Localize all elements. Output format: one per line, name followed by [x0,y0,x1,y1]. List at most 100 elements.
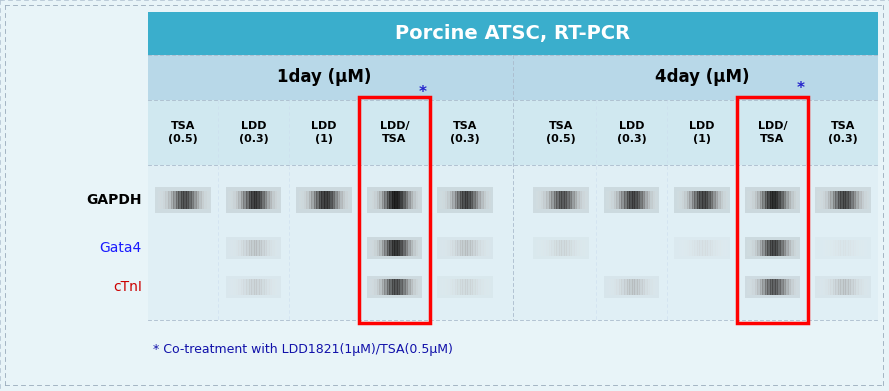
Bar [782,240,786,256]
Bar [156,187,211,213]
Bar [861,279,864,295]
Bar [561,191,565,209]
Bar [770,240,773,256]
Bar [818,240,821,256]
Bar [709,191,713,209]
Bar [148,12,878,55]
Bar [470,279,474,295]
Bar [679,191,683,209]
Bar [462,279,466,295]
Bar [848,191,852,209]
Bar [639,191,643,209]
Bar [322,191,325,209]
Bar [840,191,844,209]
Bar [604,276,660,298]
Bar [444,240,448,256]
Bar [612,191,615,209]
Bar [705,191,708,209]
Bar [410,191,413,209]
Bar [584,191,588,209]
Bar [442,191,445,209]
Bar [163,191,166,209]
Bar [472,240,476,256]
Bar [629,279,633,295]
Bar [261,191,265,209]
Bar [851,240,854,256]
Bar [253,279,257,295]
Bar [407,279,411,295]
Bar [228,240,232,256]
Bar [536,240,540,256]
Text: * Co-treatment with LDD1821(1μM)/TSA(0.5μM): * Co-treatment with LDD1821(1μM)/TSA(0.5… [153,344,453,357]
Bar [442,240,445,256]
Bar [747,191,750,209]
Bar [392,191,396,209]
Bar [332,191,335,209]
Bar [251,191,254,209]
Bar [579,191,582,209]
Bar [465,240,469,256]
Bar [828,240,831,256]
Bar [251,279,254,295]
Text: TSA
(0.3): TSA (0.3) [450,121,480,144]
Bar [447,240,451,256]
Bar [436,187,493,213]
Bar [835,279,838,295]
Bar [631,191,635,209]
Bar [256,240,260,256]
Bar [410,279,413,295]
Bar [457,191,461,209]
Bar [301,191,305,209]
Bar [619,279,622,295]
Bar [855,240,859,256]
Bar [395,191,398,209]
Bar [780,191,783,209]
Bar [374,279,378,295]
Bar [725,240,728,256]
Bar [148,165,878,320]
Bar [204,191,207,209]
Bar [815,237,870,259]
Bar [604,187,660,213]
Bar [404,279,408,295]
Bar [249,240,252,256]
Bar [372,240,375,256]
Bar [775,191,779,209]
Bar [261,240,265,256]
Bar [634,279,637,295]
Bar [858,279,861,295]
Bar [770,279,773,295]
Bar [614,191,617,209]
Bar [396,240,400,256]
Bar [795,279,798,295]
Bar [396,191,400,209]
Bar [168,191,172,209]
Bar [654,191,658,209]
Bar [402,279,405,295]
Bar [840,279,844,295]
Bar [299,191,302,209]
Bar [619,191,622,209]
Bar [241,240,244,256]
Bar [228,191,232,209]
Bar [267,240,269,256]
Bar [790,279,794,295]
Bar [314,191,317,209]
Text: LDD/
TSA: LDD/ TSA [757,121,788,144]
Bar [465,191,469,209]
Bar [442,279,445,295]
Bar [564,240,567,256]
Bar [274,191,277,209]
Bar [837,191,841,209]
Bar [835,191,838,209]
Bar [324,191,327,209]
Bar [470,191,474,209]
Bar [259,279,262,295]
Bar [344,191,348,209]
Bar [609,279,613,295]
Bar [822,279,826,295]
Bar [196,191,199,209]
Bar [444,279,448,295]
Bar [274,279,277,295]
Bar [329,191,332,209]
